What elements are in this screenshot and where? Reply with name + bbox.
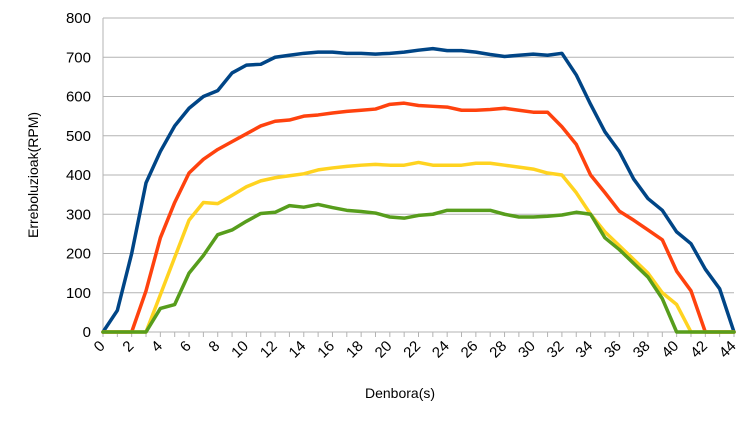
y-axis-title: Erreboluzioak(RPM) bbox=[25, 112, 41, 238]
x-tick-label: 18 bbox=[343, 338, 367, 362]
series-line-2 bbox=[101, 101, 736, 334]
axes bbox=[102, 18, 735, 337]
y-tick-label: 200 bbox=[66, 246, 91, 263]
x-tick-label: 20 bbox=[372, 338, 396, 362]
x-tick-label: 42 bbox=[687, 338, 711, 362]
x-tick-label: 22 bbox=[400, 338, 424, 362]
x-tick-label: 38 bbox=[630, 338, 654, 362]
x-tick-label: 28 bbox=[486, 338, 510, 362]
x-tick-label: 44 bbox=[716, 338, 740, 362]
x-tick-label: 4 bbox=[148, 338, 166, 356]
x-tick-label: 32 bbox=[544, 338, 568, 362]
y-tick-label: 100 bbox=[66, 285, 91, 302]
x-tick-label: 12 bbox=[257, 338, 281, 362]
x-tick-label: 26 bbox=[458, 338, 482, 362]
y-tick-label: 700 bbox=[66, 49, 91, 66]
x-axis-title: Denbora(s) bbox=[365, 385, 435, 401]
x-tick-label: 24 bbox=[429, 338, 453, 362]
y-tick-label: 0 bbox=[83, 324, 91, 341]
x-tick-label: 8 bbox=[205, 338, 223, 356]
x-tick-labels: 0 2 4 6 8 10 12 14 16 18 20 22 24 26 28 30 32 34 36 38 40 42 4… bbox=[91, 338, 740, 362]
x-tick-label: 10 bbox=[228, 338, 252, 362]
grid-lines bbox=[103, 17, 734, 333]
x-tick-label: 36 bbox=[601, 338, 625, 362]
x-tick-label: 0 bbox=[91, 338, 109, 356]
y-tick-label: 600 bbox=[66, 89, 91, 106]
y-tick-labels: 0 100 200 300 400 500 600 700 800 bbox=[66, 10, 91, 341]
x-tick-label: 30 bbox=[515, 338, 539, 362]
x-tick-label: 40 bbox=[658, 338, 682, 362]
y-tick-label: 800 bbox=[66, 10, 91, 27]
x-tick-label: 34 bbox=[572, 338, 596, 362]
x-tick-label: 16 bbox=[314, 338, 338, 362]
series-line-3 bbox=[101, 160, 736, 334]
y-tick-label: 400 bbox=[66, 167, 91, 184]
series-lines bbox=[101, 46, 736, 334]
y-tick-label: 300 bbox=[66, 206, 91, 223]
x-tick-label: 14 bbox=[286, 338, 310, 362]
y-tick-label: 500 bbox=[66, 128, 91, 145]
x-tick-label: 2 bbox=[119, 338, 137, 356]
series-line-1 bbox=[101, 46, 736, 334]
x-tick-label: 6 bbox=[177, 338, 195, 356]
series-line-4 bbox=[101, 202, 736, 334]
